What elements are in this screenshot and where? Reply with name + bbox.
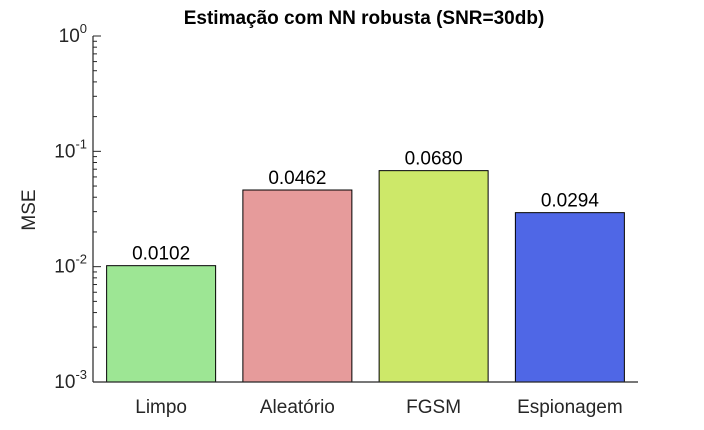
bar	[514, 212, 625, 383]
x-tick-label: Aleatório	[260, 397, 335, 418]
y-tick-label: 10-2	[54, 252, 87, 278]
y-tick-exponent: 0	[80, 21, 87, 36]
bar-data-label: 0.0462	[268, 168, 326, 189]
bar-data-label: 0.0294	[541, 191, 600, 212]
bar-data-label: 0.0102	[132, 244, 190, 265]
y-tick-exponent: -2	[75, 252, 87, 267]
chart-title: Estimação com NN robusta (SNR=30db)	[184, 8, 545, 29]
x-tick-label: FGSM	[406, 397, 461, 418]
bar	[106, 265, 217, 383]
bar	[378, 170, 489, 383]
y-tick-base: 10	[54, 372, 75, 393]
y-axis-label: MSE	[19, 189, 40, 230]
bar	[242, 189, 353, 383]
bars-group	[106, 170, 625, 383]
y-tick-base: 10	[54, 257, 75, 278]
y-tick-base: 10	[54, 141, 75, 162]
bar-data-label: 0.0680	[405, 149, 463, 170]
y-minor-ticks	[93, 40, 97, 348]
y-tick-exponent: -3	[75, 367, 87, 382]
y-tick-base: 10	[59, 26, 80, 47]
x-tick-labels-group: Limpo Aleatório FGSM Espionagem	[135, 397, 622, 418]
x-tick-label: Espionagem	[517, 397, 623, 418]
y-tick-label: 10-1	[54, 136, 87, 162]
data-labels-group: 0.0102 0.0462 0.0680 0.0294	[132, 149, 599, 265]
y-tick-label: 10-3	[54, 367, 87, 393]
x-tick-label: Limpo	[135, 397, 187, 418]
y-tick-label: 100	[59, 21, 87, 47]
y-tick-exponent: -1	[75, 136, 87, 151]
